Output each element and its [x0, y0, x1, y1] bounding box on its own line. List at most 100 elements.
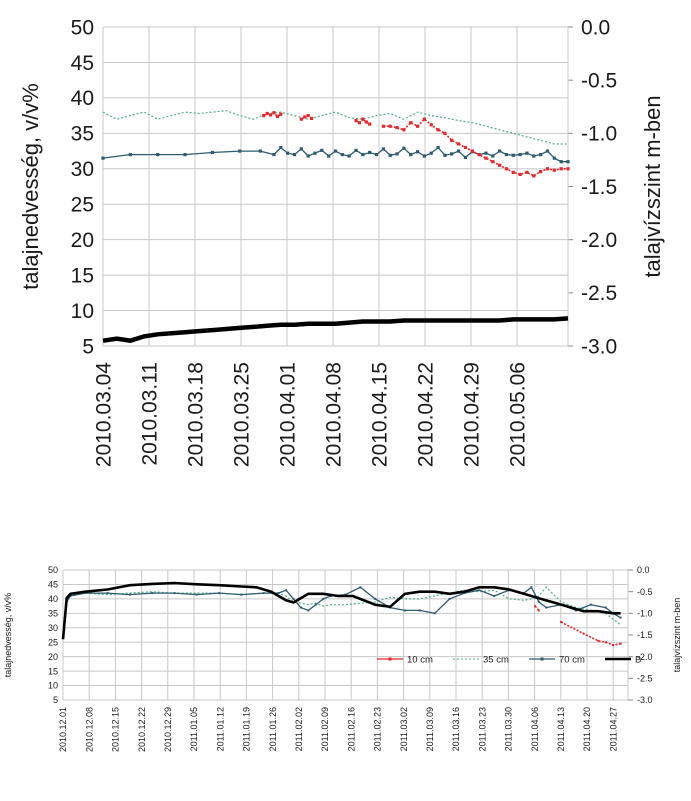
chart1-point-s70 — [539, 153, 543, 157]
chart2-point-s70 — [448, 597, 451, 600]
chart1-point-s10 — [532, 174, 536, 178]
chart1-point-s70 — [395, 152, 399, 156]
chart1-ytick-left: 40 — [71, 87, 94, 110]
chart2-point-s70 — [619, 616, 622, 619]
chart1-series-s35-line — [102, 109, 568, 145]
chart2-legend-label-s10: 10 cm — [407, 655, 433, 666]
chart2-xtick: 2011.04.20 — [582, 707, 592, 751]
chart1-point-s10 — [357, 121, 362, 125]
chart1-point-s70 — [327, 154, 331, 158]
chart1-point-s10 — [388, 124, 392, 128]
chart2-xtick: 2011.02.16 — [346, 707, 356, 751]
chart1-point-s70 — [415, 150, 420, 154]
chart1-point-s70 — [183, 153, 187, 157]
chart1-point-s10 — [364, 120, 368, 124]
chart1-point-s10 — [368, 122, 372, 126]
chart2-series-s10-line — [560, 621, 621, 646]
chart2-xtick: 2010.12.29 — [163, 707, 173, 752]
chart2-xtick: 2011.04.06 — [530, 707, 540, 751]
chart1-point-s70 — [429, 151, 433, 155]
chart1-point-s10 — [265, 111, 269, 116]
chart1-point-s70 — [456, 149, 461, 153]
chart2-ytick-right: -0.5 — [637, 587, 653, 597]
chart1-point-s70 — [272, 153, 276, 157]
chart2-ytick-left: 50 — [48, 565, 58, 575]
chart2-point-s70 — [433, 612, 436, 615]
chart1-point-s10 — [303, 115, 307, 119]
chart2-point-s70 — [173, 592, 176, 595]
chart2-xtick: 2010.12.08 — [84, 707, 94, 752]
chart2-point-s70 — [374, 597, 377, 600]
chart2-xtick: 2011.02.02 — [294, 707, 304, 751]
chart2-xtick: 2010.12.22 — [137, 707, 147, 752]
chart1-point-s70 — [436, 145, 440, 150]
chart1-point-s70 — [518, 153, 522, 157]
chart2-point-s70 — [218, 592, 221, 595]
chart2-xtick: 2010.12.01 — [58, 707, 68, 752]
chart1-ytick-right: -0.5 — [581, 70, 617, 93]
chart1-point-s10 — [525, 170, 529, 174]
chart2-point-s70 — [574, 609, 577, 612]
chart1-point-s10 — [429, 123, 433, 127]
chart2-xtick: 2011.02.23 — [373, 707, 383, 751]
chart2-xtick: 2011.02.09 — [320, 707, 330, 751]
chart1-point-s70 — [292, 153, 297, 157]
chart2-ylabel-right: talajvízszint m-ben — [672, 598, 682, 673]
chart2-ytick-left: 20 — [48, 652, 58, 662]
chart2-point-s70 — [128, 593, 131, 596]
chart1-point-s10 — [443, 131, 447, 135]
chart1-point-s10 — [422, 117, 426, 121]
chart1-point-s70 — [504, 153, 509, 157]
chart2-ytick-left: 30 — [48, 623, 58, 633]
chart1-point-s10 — [470, 149, 474, 153]
chart2-ytick-right: -1.0 — [637, 608, 653, 618]
chart1-point-s10 — [272, 111, 276, 115]
chart2-ytick-right: -2.5 — [637, 673, 653, 683]
chart1-point-s10 — [309, 116, 314, 121]
chart2-point-s10 — [560, 621, 563, 623]
chart2-point-s70 — [493, 595, 496, 597]
chart1-series-B-line — [102, 316, 569, 344]
chart1-point-s10 — [498, 163, 502, 167]
chart1-point-s70 — [368, 150, 372, 155]
chart1-point-s10 — [463, 145, 468, 150]
chart2-point-s10 — [597, 639, 600, 642]
chart1-point-s70 — [532, 154, 536, 158]
chart1-point-s10 — [299, 117, 303, 121]
chart2-point-s70 — [604, 606, 607, 609]
chart2-point-s70 — [195, 593, 198, 596]
chart2-point-s70 — [84, 592, 87, 595]
chart2-point-s70 — [292, 597, 295, 600]
chart1-xtick: 2010.04.01 — [276, 362, 299, 467]
chart1-point-s10 — [268, 113, 273, 117]
chart2-xtick: 2010.12.15 — [111, 707, 121, 752]
chart1-ylabel-right: talajvízszint m-ben — [640, 95, 665, 277]
chart1-point-s70 — [566, 160, 570, 164]
chart2-legend-marker-s70 — [540, 657, 544, 661]
chart1-point-s70 — [409, 153, 413, 157]
chart2-point-s70 — [285, 589, 288, 592]
chart2-point-s70 — [589, 603, 592, 606]
chart1-point-s70 — [101, 156, 105, 160]
chart2-legend-label-s70: 70 cm — [559, 655, 585, 666]
chart1-point-s70 — [443, 153, 447, 157]
chart1-point-s10 — [381, 124, 385, 128]
chart2-ytick-right: -1.5 — [637, 630, 653, 640]
chart1-point-s70 — [313, 151, 317, 155]
chart2-point-s70 — [530, 586, 533, 589]
chart2-xtick: 2011.03.09 — [425, 707, 435, 751]
chart1-ytick-right: 0.0 — [581, 16, 610, 39]
chart1-point-s10 — [511, 170, 515, 174]
chart1-point-s70 — [525, 151, 529, 155]
chart2-legend-label-s35: 35 cm — [483, 655, 509, 666]
chart2-point-s70 — [151, 592, 154, 595]
chart2-ytick-left: 5 — [53, 695, 58, 705]
chart1-ytick-left: 25 — [71, 194, 94, 217]
chart1-point-s10 — [504, 167, 509, 171]
chart2-point-s70 — [69, 595, 72, 597]
chart1-xtick: 2010.03.25 — [230, 362, 253, 467]
chart1-point-s70 — [340, 153, 344, 157]
chart1-point-s70 — [552, 156, 556, 160]
chart1-point-s70 — [381, 147, 385, 151]
chart2-ytick-right: -3.0 — [637, 695, 653, 705]
